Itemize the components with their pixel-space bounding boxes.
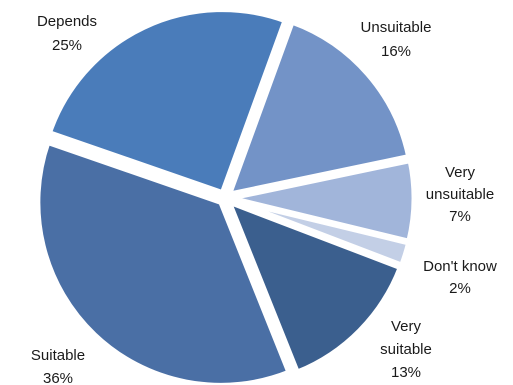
pie-slice-depends [46, 7, 289, 196]
slice-label-depends: Depends 25% [37, 13, 97, 54]
slice-label-don-t-know: Don't know 2% [423, 258, 497, 297]
slice-label-suitable: Suitable 36% [31, 347, 85, 385]
pie-slice-very-suitable [224, 197, 404, 376]
slice-label-unsuitable: Unsuitable 16% [361, 19, 432, 60]
pie-slice-don-t-know [229, 197, 412, 269]
slice-label-very-suitable: Very suitable 13% [380, 318, 432, 381]
slice-label-very-unsuitable: Very unsuitable 7% [426, 164, 494, 225]
pie-slice-unsuitable [225, 18, 412, 198]
